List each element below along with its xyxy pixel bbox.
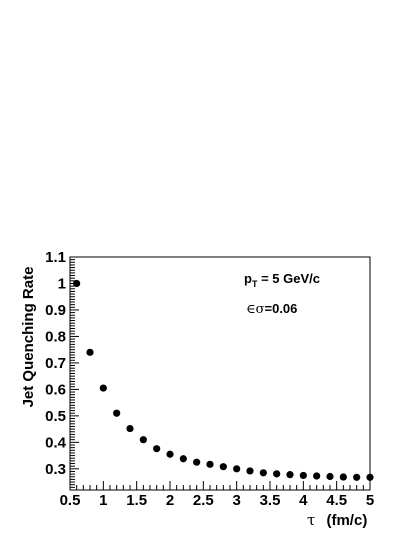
y-tick-label: 1 [58,275,66,292]
data-point [153,445,161,453]
x-tick-label: 5 [366,492,374,509]
x-tick-label: 4 [299,492,308,509]
eps-sigma-annotation: ∈σ=0.06 [246,301,297,317]
data-point [166,450,174,458]
pt-annotation-rest: = 5 GeV/c [257,271,320,286]
data-point [366,473,374,481]
y-tick-label: 0.5 [45,408,66,425]
data-point [246,467,254,475]
data-point [233,465,241,473]
y-tick-label: 0.6 [45,381,66,398]
x-tick-label: 2.5 [193,492,214,509]
y-tick-label: 0.4 [45,434,67,451]
x-axis-ticks: 0.5 1 1.5 2 2.5 3 3.5 4 4.5 5 [60,481,374,509]
x-tick-label: 2 [166,492,174,509]
data-point [193,458,201,466]
x-axis-title: τ (fm/c) [307,511,367,529]
pt-annotation-main: p [244,271,252,286]
y-axis-title: Jet Quenching Rate [20,267,37,408]
x-axis-title-unit: (fm/c) [326,512,367,529]
data-point [139,436,147,444]
data-point [339,473,347,481]
x-tick-label: 1.5 [126,492,147,509]
pt-annotation: pT = 5 GeV/c [244,271,320,289]
chart-frame [69,256,371,491]
x-tick-label: 0.5 [60,492,81,509]
data-point [313,472,321,480]
data-point [219,463,227,471]
y-tick-label: 0.9 [45,302,66,319]
data-point [126,424,134,433]
x-tick-label: 3 [232,492,240,509]
y-tick-label: 0.8 [45,328,66,345]
data-point [353,473,361,481]
data-point [73,279,81,288]
data-point [286,471,294,479]
y-tick-label: 0.7 [45,355,66,372]
eps-sigma-symbol: ∈σ [246,302,265,317]
y-tick-label: 1.1 [45,249,66,266]
data-point [86,348,94,356]
x-axis-title-symbol: τ [307,511,315,529]
x-tick-label: 1 [99,492,107,509]
data-point [113,409,121,417]
x-tick-label: 3.5 [260,492,281,509]
data-point [273,470,281,478]
y-axis-ticks: 0.3 0.4 0.5 0.6 0.7 0.8 0.9 1 1.1 [45,249,79,488]
data-point [299,471,307,480]
data-point [179,455,187,463]
data-point [206,460,214,468]
x-tick-label: 4.5 [326,492,347,509]
y-tick-label: 0.3 [45,461,66,478]
data-point [326,472,334,481]
pt-annotation-sub: T [252,279,258,289]
data-point [99,384,107,392]
eps-sigma-value: =0.06 [265,301,298,316]
data-point [259,469,267,477]
data-points [73,279,374,481]
